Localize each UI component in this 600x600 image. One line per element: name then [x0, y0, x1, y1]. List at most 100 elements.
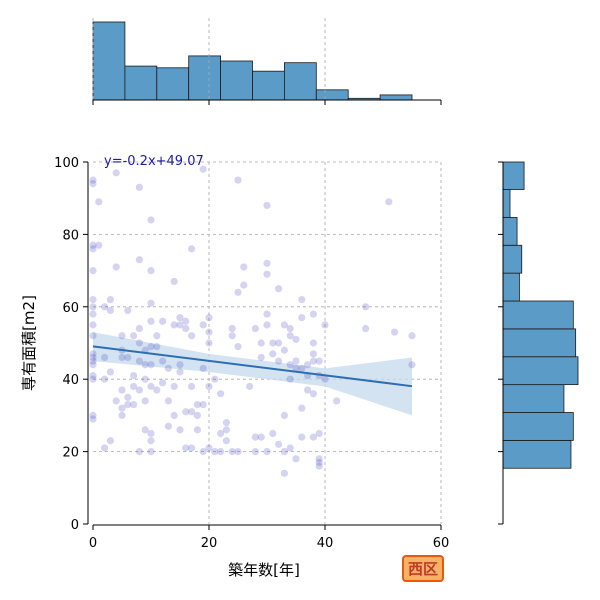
scatter-point — [170, 277, 178, 286]
scatter-point — [147, 382, 155, 391]
scatter-point — [141, 375, 149, 383]
scatter-point — [89, 180, 97, 188]
scatter-point — [135, 256, 143, 264]
scatter-point — [147, 317, 155, 325]
scatter-point — [188, 382, 196, 391]
scatter-point — [159, 379, 167, 387]
scatter-point — [309, 433, 317, 441]
right-hist-bar — [502, 189, 511, 218]
scatter-point — [257, 353, 265, 362]
scatter-point — [135, 183, 143, 191]
scatter-point — [89, 176, 97, 184]
scatter-point — [89, 353, 97, 362]
scatter-point — [298, 433, 306, 441]
scatter-point — [135, 386, 143, 394]
scatter-point — [188, 332, 196, 340]
right-hist-bar — [502, 216, 518, 246]
scatter-point — [147, 299, 155, 307]
scatter-point — [199, 400, 207, 409]
scatter-point — [199, 165, 207, 173]
scatter-point — [280, 321, 288, 329]
top-histogram — [92, 18, 442, 105]
scatter-point — [147, 267, 155, 275]
scatter-point — [176, 321, 184, 329]
right-hist-bar — [502, 356, 579, 386]
scatter-point — [309, 339, 317, 347]
regression-line — [92, 345, 413, 388]
scatter-point — [292, 357, 300, 365]
scatter-point — [263, 310, 271, 318]
scatter-point — [89, 241, 97, 249]
scatter-point — [286, 375, 294, 383]
scatter-point — [298, 364, 306, 372]
scatter-point — [112, 397, 120, 405]
scatter-point — [193, 426, 201, 434]
scatter-point — [251, 448, 259, 456]
top-hist-bar — [283, 62, 317, 101]
scatter-point — [130, 382, 138, 391]
scatter-point — [205, 314, 213, 322]
scatter-point — [182, 317, 190, 325]
scatter-point — [188, 444, 196, 452]
scatter-point — [362, 303, 370, 311]
scatter-point — [263, 259, 271, 267]
scatter-point — [269, 350, 277, 358]
scatter-point — [292, 335, 300, 343]
scatter-point — [89, 332, 97, 340]
scatter-point — [147, 448, 155, 456]
scatter-point — [118, 353, 126, 362]
scatter-point — [170, 382, 178, 391]
scatter-point — [89, 371, 97, 380]
top-hist-bar — [315, 89, 349, 101]
scatter-point — [205, 444, 213, 452]
scatter-point — [89, 245, 97, 253]
scatter-point — [280, 448, 288, 456]
scatter-point — [304, 361, 312, 369]
scatter-point — [222, 426, 230, 434]
scatter-point — [193, 411, 201, 419]
scatter-point — [263, 270, 271, 278]
scatter-point — [205, 339, 213, 347]
scatter-point — [159, 317, 167, 325]
scatter-point — [251, 433, 259, 441]
scatter-point — [234, 448, 242, 456]
right-hist-bar — [502, 161, 525, 190]
scatter-point — [298, 314, 306, 322]
scatter-point — [304, 386, 312, 394]
scatter-point — [280, 346, 288, 354]
scatter-point — [315, 458, 323, 467]
scatter-point — [106, 295, 114, 304]
scatter-point — [164, 422, 172, 430]
scatter-point — [135, 448, 143, 456]
scatter-point — [89, 295, 97, 304]
scatter-point — [188, 245, 196, 253]
right-hist-bar — [502, 244, 523, 274]
scatter-point — [118, 386, 126, 394]
scatter-point — [298, 295, 306, 304]
scatter-point — [321, 375, 329, 383]
scatter-point — [211, 375, 219, 383]
scatter-point — [159, 357, 167, 365]
scatter-point — [176, 368, 184, 376]
scatter-point — [309, 350, 317, 358]
x-tick-label: 40 — [317, 536, 334, 551]
y-axis-title: 専有面積[m2] — [20, 295, 38, 391]
scatter-point — [106, 437, 114, 445]
scatter-point — [147, 429, 155, 438]
scatter-point — [118, 411, 126, 419]
scatter-point — [263, 201, 271, 210]
scatter-point — [211, 448, 219, 456]
scatter-point — [101, 303, 109, 311]
scatter-point — [130, 332, 138, 340]
scatter-point — [89, 350, 97, 358]
scatter-point — [408, 332, 416, 340]
scatter-point — [391, 328, 399, 336]
scatter-point — [182, 408, 190, 416]
scatter-point — [286, 444, 294, 452]
scatter-point — [234, 288, 242, 296]
scatter-point — [205, 328, 213, 336]
scatter-point — [292, 455, 300, 463]
scatter-point — [269, 429, 277, 438]
scatter-point — [205, 382, 213, 391]
